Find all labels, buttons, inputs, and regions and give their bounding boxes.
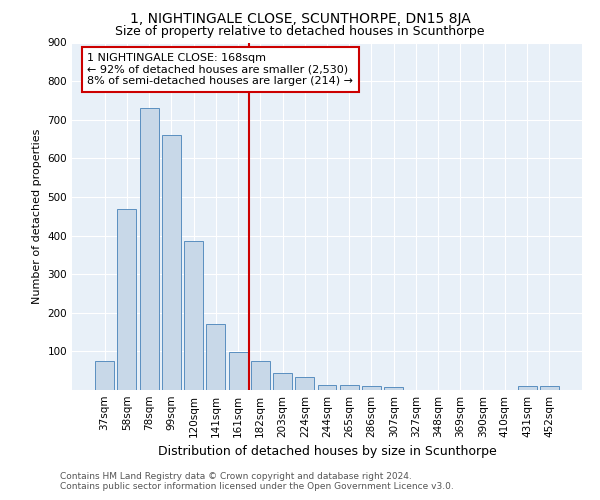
Bar bbox=[518, 386, 536, 390]
Bar bbox=[251, 361, 270, 390]
Bar bbox=[273, 372, 292, 390]
Bar bbox=[140, 108, 158, 390]
Bar bbox=[95, 361, 114, 390]
Bar bbox=[229, 352, 248, 390]
Bar bbox=[184, 242, 203, 390]
Bar bbox=[118, 208, 136, 390]
Bar bbox=[162, 135, 181, 390]
Bar bbox=[295, 378, 314, 390]
Bar bbox=[206, 324, 225, 390]
Bar bbox=[362, 386, 381, 390]
Text: 1, NIGHTINGALE CLOSE, SCUNTHORPE, DN15 8JA: 1, NIGHTINGALE CLOSE, SCUNTHORPE, DN15 8… bbox=[130, 12, 470, 26]
Bar bbox=[340, 385, 359, 390]
Y-axis label: Number of detached properties: Number of detached properties bbox=[32, 128, 42, 304]
Bar bbox=[384, 387, 403, 390]
X-axis label: Distribution of detached houses by size in Scunthorpe: Distribution of detached houses by size … bbox=[158, 446, 496, 458]
Bar bbox=[540, 386, 559, 390]
Text: Contains HM Land Registry data © Crown copyright and database right 2024.
Contai: Contains HM Land Registry data © Crown c… bbox=[60, 472, 454, 491]
Bar bbox=[317, 384, 337, 390]
Text: 1 NIGHTINGALE CLOSE: 168sqm
← 92% of detached houses are smaller (2,530)
8% of s: 1 NIGHTINGALE CLOSE: 168sqm ← 92% of det… bbox=[88, 53, 353, 86]
Text: Size of property relative to detached houses in Scunthorpe: Size of property relative to detached ho… bbox=[115, 25, 485, 38]
